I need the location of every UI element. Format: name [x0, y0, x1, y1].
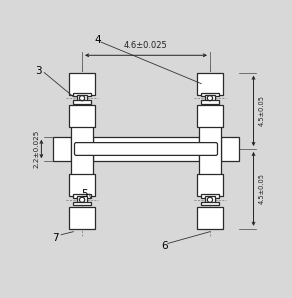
- Bar: [73, 100, 91, 103]
- Bar: [199, 107, 221, 191]
- Text: 7: 7: [53, 233, 59, 243]
- Bar: [201, 195, 219, 198]
- Bar: [197, 174, 223, 196]
- Bar: [197, 73, 223, 94]
- Bar: [197, 207, 223, 229]
- Text: 4.5±0.05: 4.5±0.05: [259, 95, 265, 126]
- Bar: [77, 94, 87, 102]
- Bar: [205, 94, 215, 102]
- Bar: [77, 196, 87, 204]
- Bar: [69, 73, 95, 94]
- Text: 4.6±0.025: 4.6±0.025: [124, 41, 168, 50]
- Bar: [201, 100, 219, 103]
- Bar: [201, 202, 219, 205]
- Text: 2.2±0.025: 2.2±0.025: [33, 130, 39, 168]
- Bar: [69, 207, 95, 229]
- Bar: [201, 93, 219, 96]
- Bar: [93, 137, 199, 161]
- Text: 3: 3: [35, 66, 42, 75]
- Bar: [71, 107, 93, 191]
- Bar: [73, 202, 91, 205]
- Bar: [205, 196, 215, 204]
- Bar: [73, 93, 91, 96]
- Bar: [197, 105, 223, 127]
- Text: 4.5±0.05: 4.5±0.05: [259, 173, 265, 204]
- Text: 6: 6: [161, 241, 168, 251]
- Bar: [73, 195, 91, 198]
- Bar: [69, 174, 95, 196]
- FancyBboxPatch shape: [74, 143, 218, 155]
- Text: 4: 4: [95, 35, 101, 45]
- Bar: [69, 105, 95, 127]
- Bar: [221, 137, 239, 161]
- Text: 5: 5: [82, 189, 88, 199]
- Bar: [53, 137, 71, 161]
